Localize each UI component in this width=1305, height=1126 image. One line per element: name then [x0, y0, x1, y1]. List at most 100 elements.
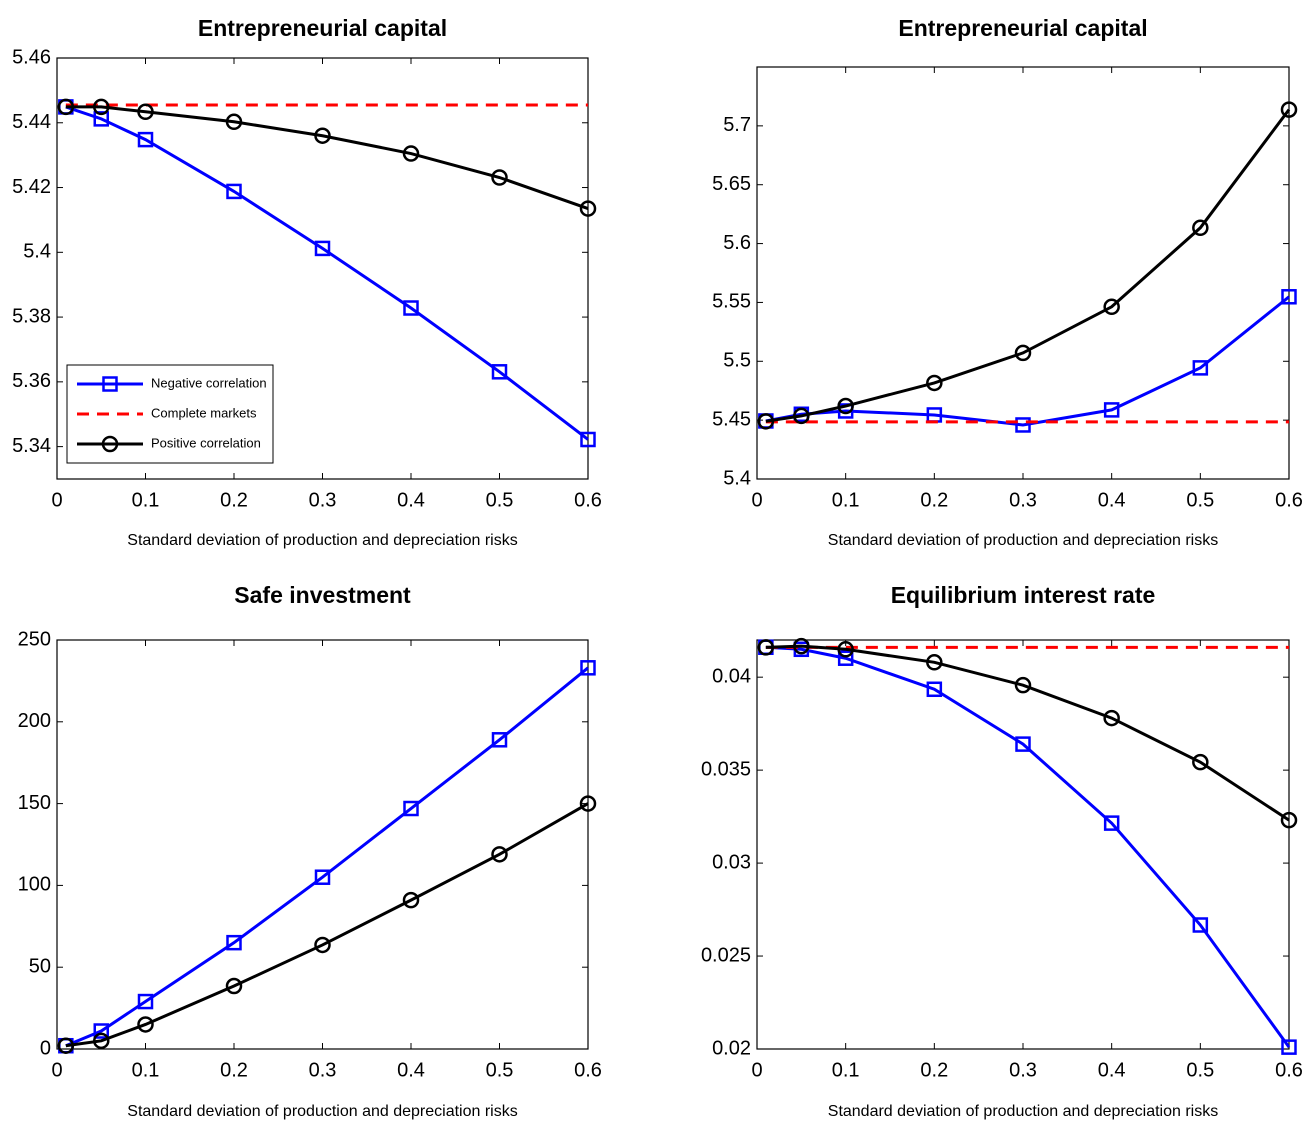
axes-box [756, 639, 1290, 1050]
y-tick-label: 5.36 [12, 370, 51, 392]
x-tick-label: 0 [751, 1059, 762, 1081]
marker [926, 654, 943, 671]
legend-label: Positive correlation [151, 435, 261, 450]
x-tick-label: 0 [751, 489, 762, 511]
marker [1192, 219, 1209, 237]
x-tick-label: 0.1 [132, 1059, 160, 1081]
x-tick-label: 0.3 [1009, 489, 1037, 511]
marker [580, 660, 596, 676]
y-tick-label: 0.04 [712, 665, 751, 687]
x-axis-label: Standard deviation of production and dep… [828, 532, 1218, 549]
marker [1280, 101, 1298, 118]
marker [793, 637, 810, 655]
marker [926, 374, 943, 392]
y-tick-label: 0 [40, 1037, 51, 1059]
axes-box [756, 66, 1290, 480]
marker [580, 431, 596, 448]
y-tick-label: 0.03 [712, 851, 751, 873]
y-tick-label: 0.025 [701, 944, 751, 966]
x-tick-label: 0.1 [832, 1059, 860, 1081]
x-tick-label: 0.5 [1186, 489, 1214, 511]
y-tick-label: 5.6 [723, 232, 751, 254]
marker [1014, 344, 1032, 362]
chart-title: Entrepreneurial capital [898, 15, 1147, 41]
marker [225, 113, 243, 131]
marker [579, 200, 597, 217]
subplot: Entrepreneurial capital Standard deviatio… [712, 15, 1303, 549]
marker [1192, 360, 1209, 376]
y-tick-label: 150 [18, 792, 51, 814]
x-tick-label: 0.6 [1275, 489, 1303, 511]
y-tick-label: 5.65 [712, 173, 751, 195]
marker [1281, 289, 1297, 305]
marker [757, 413, 775, 430]
y-tick-label: 5.5 [723, 350, 751, 372]
y-tick-label: 0.02 [712, 1037, 751, 1059]
marker [93, 98, 110, 116]
marker [1103, 402, 1120, 418]
x-tick-label: 0.1 [832, 489, 860, 511]
marker [402, 145, 420, 162]
marker [137, 1016, 154, 1033]
x-tick-label: 0.2 [220, 1059, 248, 1081]
marker [1281, 1039, 1297, 1055]
x-tick-label: 0.2 [920, 489, 948, 511]
marker [403, 300, 419, 316]
x-tick-label: 0.2 [920, 1059, 948, 1081]
y-tick-label: 100 [18, 874, 51, 896]
marker [93, 1023, 109, 1039]
x-tick-label: 0.3 [1009, 1059, 1037, 1081]
subplot: Equilibrium interest rate Standard deviat… [701, 582, 1303, 1120]
marker [926, 681, 943, 698]
subplot: Entrepreneurial capital Standard deviatio… [12, 15, 602, 549]
y-tick-label: 5.46 [12, 46, 51, 68]
x-tick-label: 0.5 [486, 1059, 514, 1081]
y-tick-label: 5.55 [712, 291, 751, 313]
marker [579, 795, 597, 812]
y-tick-label: 0.035 [701, 758, 751, 780]
marker [837, 397, 854, 415]
marker [226, 934, 242, 951]
x-tick-label: 0.3 [309, 1059, 337, 1081]
x-axis-label: Standard deviation of production and dep… [127, 1103, 517, 1120]
marker [314, 127, 331, 144]
chart-title: Entrepreneurial capital [198, 15, 447, 41]
legend-label: Complete markets [151, 405, 257, 420]
y-tick-label: 5.42 [12, 176, 51, 198]
marker [837, 650, 854, 666]
y-tick-label: 5.4 [723, 467, 751, 489]
x-tick-label: 0.4 [397, 1059, 425, 1081]
marker [1280, 811, 1298, 829]
marker [491, 732, 508, 748]
subplot: Safe investment Standard deviation of pro… [18, 582, 602, 1120]
marker [314, 869, 331, 885]
axes-box [56, 639, 589, 1050]
chart-title: Safe investment [234, 582, 411, 608]
x-tick-label: 0.5 [1186, 1059, 1214, 1081]
marker [491, 846, 508, 863]
marker [1014, 676, 1032, 694]
marker [491, 169, 508, 186]
x-tick-label: 0 [51, 489, 62, 511]
x-tick-label: 0.4 [397, 489, 425, 511]
x-tick-label: 0.5 [486, 489, 514, 511]
chart-title: Equilibrium interest rate [891, 582, 1156, 608]
marker [137, 993, 154, 1010]
y-tick-label: 250 [18, 628, 51, 650]
marker [1103, 815, 1120, 831]
marker [837, 641, 854, 658]
marker [93, 1032, 110, 1050]
marker [1192, 917, 1209, 933]
marker [137, 103, 154, 121]
marker [1015, 736, 1031, 752]
x-tick-label: 0.6 [574, 489, 602, 511]
x-axis-label: Standard deviation of production and dep… [127, 532, 517, 549]
y-tick-label: 5.44 [12, 111, 51, 133]
marker [314, 240, 331, 257]
x-tick-label: 0.6 [1275, 1059, 1303, 1081]
x-axis-label: Standard deviation of production and dep… [828, 1103, 1218, 1120]
marker [1015, 417, 1031, 433]
marker [93, 111, 109, 127]
x-tick-label: 0.6 [574, 1059, 602, 1081]
x-tick-label: 0.4 [1098, 489, 1126, 511]
